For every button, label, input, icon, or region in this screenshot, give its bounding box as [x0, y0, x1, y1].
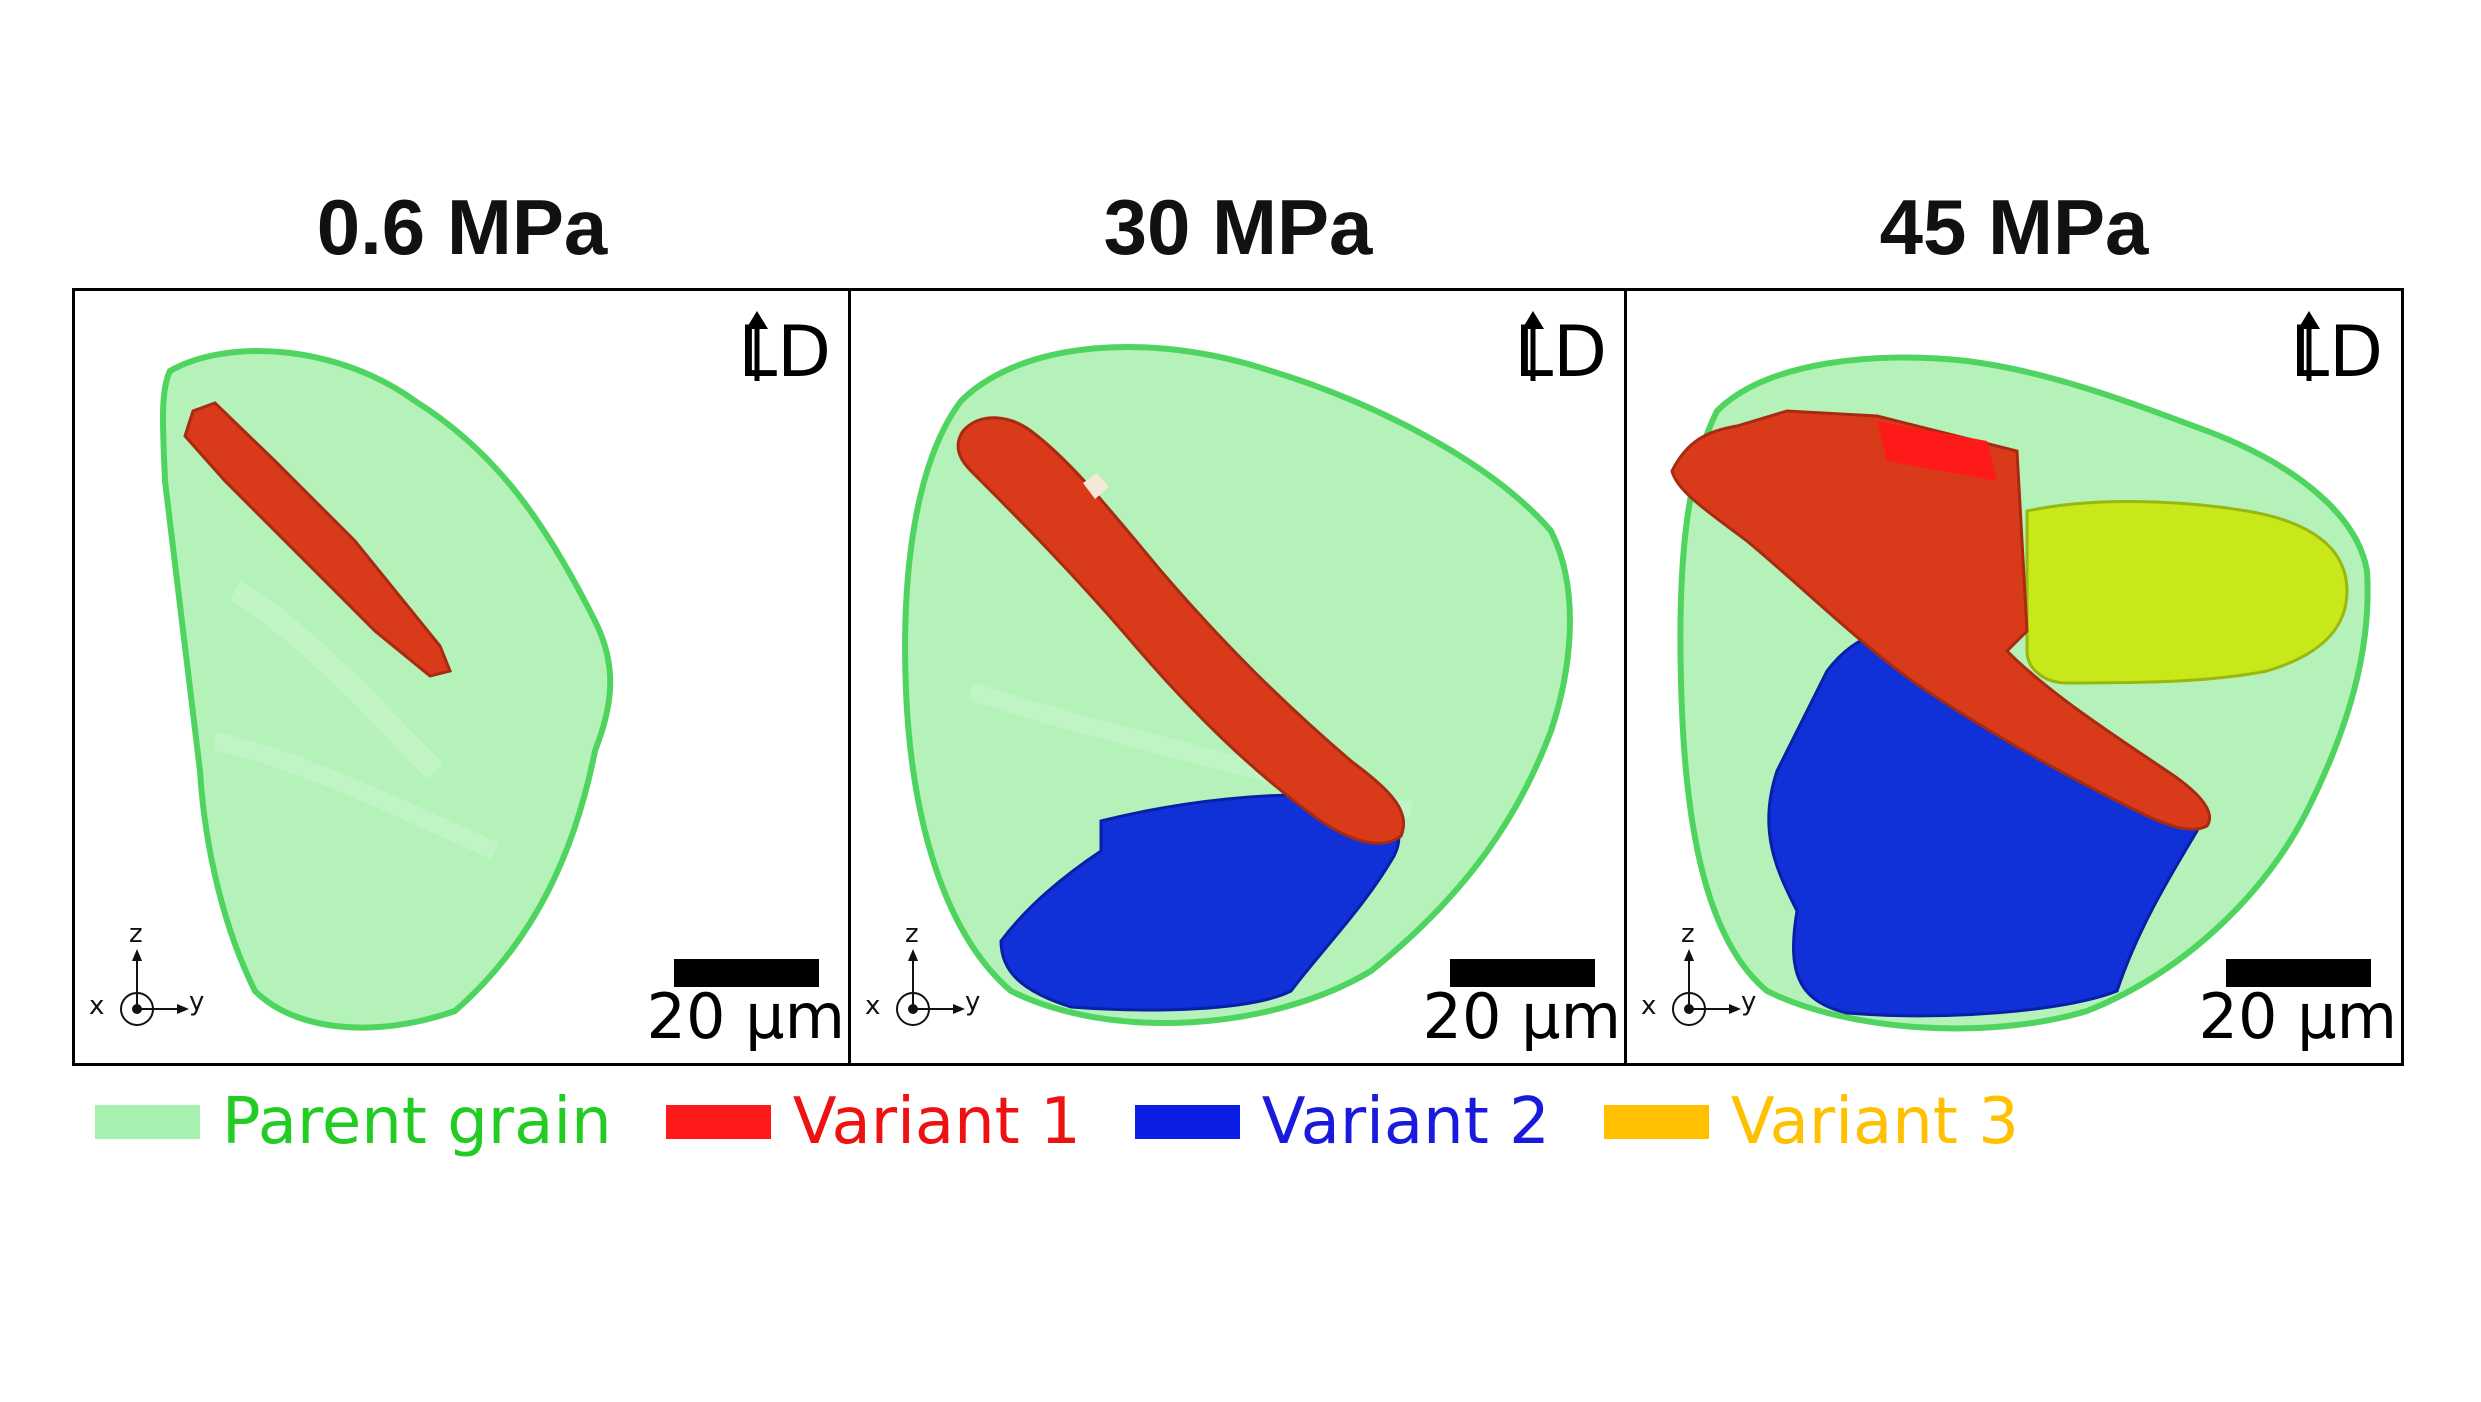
legend-swatch: [1134, 1105, 1240, 1139]
axis-triad-icon: [896, 949, 965, 1026]
panel-title-1: 0.6 MPa: [316, 183, 608, 271]
axis-triad: z x y: [89, 919, 204, 1049]
scale-bar: [1450, 959, 1595, 987]
scale-bar-label: 20 µm: [1422, 980, 1621, 1053]
axis-z-label: z: [1681, 919, 1695, 949]
loading-direction-label: LD: [1514, 311, 1607, 393]
axis-x-label: x: [89, 991, 105, 1021]
axis-x-label: x: [865, 991, 881, 1021]
legend-swatch: [95, 1105, 200, 1139]
axis-triad-icon: [1672, 949, 1741, 1026]
up-arrow-icon: [1522, 311, 1545, 381]
legend: Parent grain Variant 1 Variant 2 Variant…: [95, 1085, 2073, 1159]
legend-label: Variant 1: [792, 1085, 1081, 1159]
axis-z-label: z: [129, 919, 143, 949]
variant-1-shape: [1670, 409, 2212, 831]
grain-render-1: [159, 348, 614, 1031]
grain-render-2: [902, 344, 1573, 1026]
scale-bar-label: 20 µm: [2198, 980, 2397, 1053]
axis-z-label: z: [905, 919, 919, 949]
scale-bar: [674, 959, 819, 987]
axis-triad: z x y: [1641, 919, 1756, 1049]
legend-item-parent-grain: Parent grain: [95, 1085, 612, 1159]
legend-label: Variant 3: [1730, 1085, 2019, 1159]
axis-y-label: y: [189, 987, 205, 1017]
scale-bar: [2226, 959, 2371, 987]
variant-3-shape: [2025, 500, 2349, 685]
legend-label: Variant 2: [1261, 1085, 1550, 1159]
grain-render-3: [1670, 354, 2371, 1032]
axis-triad: z x y: [865, 919, 980, 1049]
loading-direction-label: LD: [2290, 311, 2383, 393]
panel-45-mpa: LD 20 µm z x y: [1624, 288, 2404, 1066]
axis-y-label: y: [1741, 987, 1757, 1017]
axis-x-label: x: [1641, 991, 1657, 1021]
legend-item-variant-2: Variant 2: [1134, 1085, 1550, 1159]
legend-item-variant-1: Variant 1: [665, 1085, 1081, 1159]
up-arrow-icon: [746, 311, 769, 381]
legend-swatch: [665, 1105, 771, 1139]
axis-y-label: y: [965, 987, 981, 1017]
panel-0-6-mpa: LD 20 µm z x y: [72, 288, 852, 1066]
up-arrow-icon: [2298, 311, 2321, 381]
scale-bar-label: 20 µm: [646, 980, 845, 1053]
panel-30-mpa: LD 20 µm z x y: [848, 288, 1628, 1066]
axis-triad-icon: [120, 949, 189, 1026]
panel-title-2: 30 MPa: [1103, 183, 1373, 271]
panel-title-3: 45 MPa: [1879, 183, 2149, 271]
legend-item-variant-3: Variant 3: [1603, 1085, 2019, 1159]
variant-1-shape: [183, 401, 453, 678]
loading-direction-label: LD: [738, 311, 831, 393]
legend-label: Parent grain: [222, 1085, 612, 1159]
legend-swatch: [1603, 1105, 1709, 1139]
